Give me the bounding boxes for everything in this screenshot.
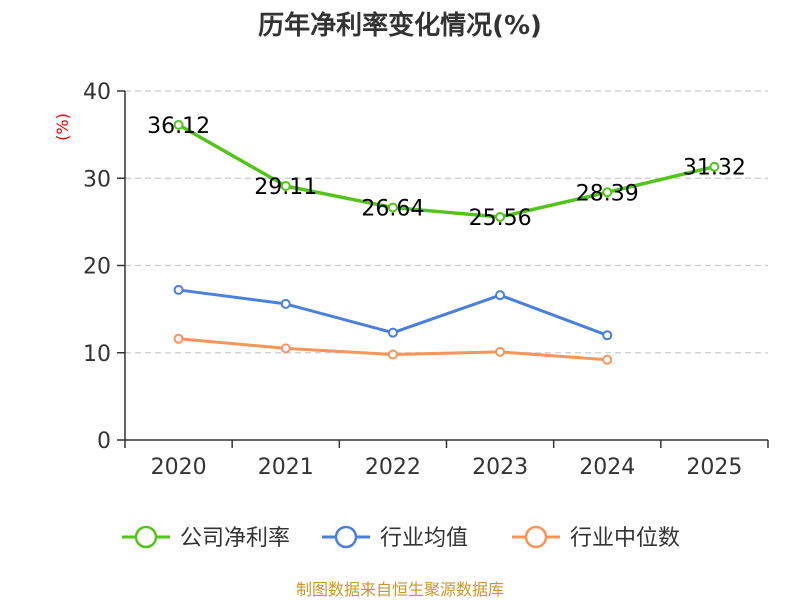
legend: 公司净利率 行业均值 行业中位数 xyxy=(122,525,680,551)
y-tick-label: 10 xyxy=(83,342,111,367)
y-axis-label: (%) xyxy=(53,113,72,141)
series-line-0 xyxy=(176,123,717,219)
data-label: 29.11 xyxy=(254,175,317,200)
legend-item-0: 公司净利率 xyxy=(122,525,290,551)
data-point xyxy=(280,298,291,309)
data-point xyxy=(280,181,291,192)
source-note: 制图数据来自恒生聚源数据库 xyxy=(296,580,504,599)
x-tick-label: 2022 xyxy=(365,455,421,480)
x-tick-label: 2025 xyxy=(686,455,742,480)
data-label: 36.12 xyxy=(147,114,210,139)
data-point xyxy=(602,187,613,198)
y-tick-label: 30 xyxy=(83,167,111,192)
data-point xyxy=(602,354,613,365)
data-point xyxy=(387,349,398,360)
x-tick-label: 2020 xyxy=(151,455,207,480)
data-point xyxy=(280,343,291,354)
data-label: 25.56 xyxy=(469,206,532,231)
data-point xyxy=(387,202,398,213)
data-point xyxy=(173,284,184,295)
legend-swatch-marker xyxy=(524,525,548,549)
legend-label: 行业中位数 xyxy=(570,526,680,551)
chart-title: 历年净利率变化情况(%) xyxy=(258,10,542,41)
data-point xyxy=(602,330,613,341)
series-layer xyxy=(173,119,720,365)
x-tick-label: 2023 xyxy=(472,455,528,480)
data-label: 31.32 xyxy=(683,156,746,181)
data-labels: 36.12 29.11 26.64 25.56 28.39 31.32 xyxy=(147,114,746,231)
y-tick-label: 0 xyxy=(97,429,111,454)
legend-item-2: 行业中位数 xyxy=(512,525,680,551)
data-point xyxy=(709,161,720,172)
legend-label: 公司净利率 xyxy=(180,526,290,551)
legend-swatch-marker xyxy=(134,525,158,549)
data-point xyxy=(173,333,184,344)
data-point xyxy=(495,290,506,301)
data-label: 26.64 xyxy=(361,197,424,222)
data-label: 28.39 xyxy=(576,181,639,206)
x-tick-label: 2021 xyxy=(258,455,314,480)
y-tick-label: 20 xyxy=(83,255,111,280)
data-point xyxy=(495,211,506,222)
legend-label: 行业均值 xyxy=(380,526,468,551)
y-tick-label: 40 xyxy=(83,80,111,105)
axes: 0 10 20 30 40 2020 2021 2022 2023 2024 2025 xyxy=(83,80,769,480)
legend-swatch-marker xyxy=(334,525,358,549)
x-tick-label: 2024 xyxy=(579,455,635,480)
data-point xyxy=(495,346,506,357)
legend-item-1: 行业均值 xyxy=(322,525,468,551)
data-point xyxy=(387,327,398,338)
data-point xyxy=(173,119,184,130)
